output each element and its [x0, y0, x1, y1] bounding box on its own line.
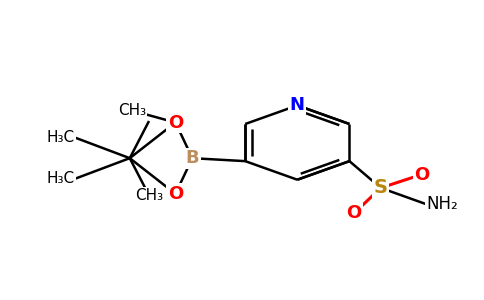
Text: NH₂: NH₂ — [426, 195, 458, 213]
Text: H₃C: H₃C — [46, 130, 75, 145]
Text: O: O — [168, 113, 183, 131]
Text: CH₃: CH₃ — [135, 188, 163, 203]
Text: CH₃: CH₃ — [118, 103, 146, 118]
Text: B: B — [185, 149, 199, 167]
Text: N: N — [290, 96, 305, 114]
Text: S: S — [374, 178, 388, 197]
Text: O: O — [168, 185, 183, 203]
Text: O: O — [347, 204, 362, 222]
Text: H₃C: H₃C — [46, 172, 75, 187]
Text: O: O — [414, 166, 429, 184]
